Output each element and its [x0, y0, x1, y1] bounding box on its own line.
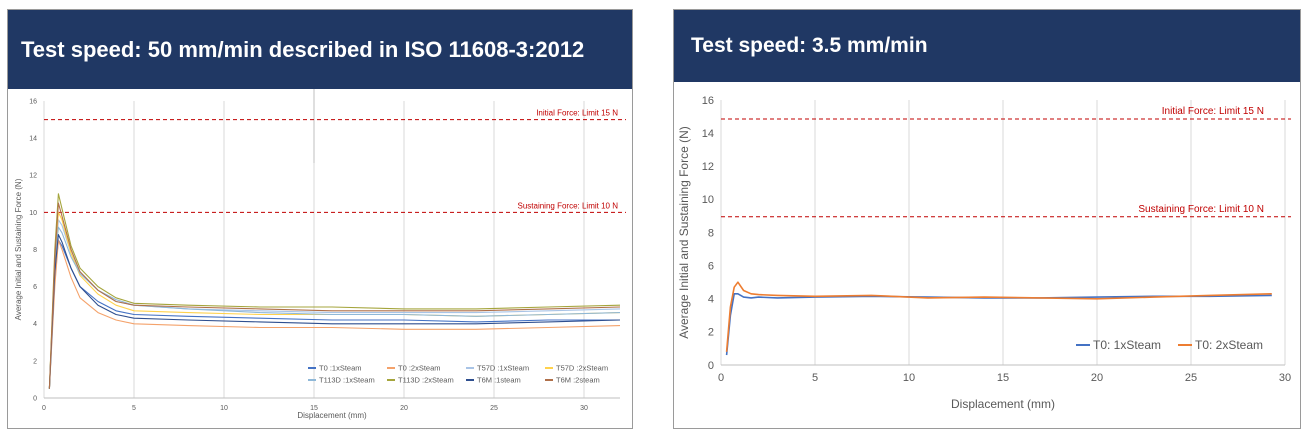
x-tick-label: 0 — [718, 372, 724, 384]
y-tick-label: 14 — [29, 136, 37, 143]
x-axis-label: Displacement (mm) — [951, 397, 1055, 411]
legend-item: T0 :1xSteam — [319, 364, 362, 373]
y-tick-label: 4 — [708, 294, 714, 306]
y-tick-label: 10 — [29, 210, 37, 217]
x-tick-label: 30 — [580, 405, 588, 412]
legend-item: T0 :2xSteam — [398, 364, 441, 373]
y-tick-label: 16 — [702, 95, 714, 107]
panel-title-banner: Test speed: 50 mm/min described in ISO 1… — [8, 10, 632, 89]
x-tick-label: 5 — [812, 372, 818, 384]
x-tick-label: 25 — [490, 405, 498, 412]
x-tick-label: 5 — [132, 405, 136, 412]
y-tick-label: 10 — [702, 194, 714, 206]
series-line — [48, 239, 620, 389]
limit-annotation: Initial Force: Limit 15 N — [536, 109, 618, 118]
y-tick-label: 6 — [708, 260, 714, 272]
y-tick-label: 14 — [702, 128, 714, 140]
series-line — [725, 293, 1272, 356]
y-tick-label: 4 — [33, 321, 37, 328]
x-tick-label: 15 — [310, 405, 318, 412]
y-tick-label: 0 — [708, 360, 714, 372]
series-line — [48, 239, 621, 389]
x-tick-label: 25 — [1185, 372, 1197, 384]
series-line — [48, 202, 621, 389]
y-tick-label: 8 — [708, 227, 714, 239]
panel-title-banner: Test speed: 3.5 mm/min — [674, 10, 1300, 82]
y-tick-label: 2 — [33, 358, 37, 365]
legend-item: T0: 2xSteam — [1195, 338, 1263, 352]
series-line — [48, 234, 621, 389]
limit-annotation: Sustaining Force: Limit 10 N — [518, 201, 619, 210]
series-line — [48, 193, 621, 389]
force-displacement-chart-right: 0 5 10 15 20 25 30 0 2 4 6 8 10 12 14 16 Displacement (m… — [677, 95, 1291, 411]
chart-panel-left: Test speed: 50 mm/min described in ISO 1… — [7, 9, 633, 429]
legend-item: T113D :1xSteam — [319, 376, 375, 385]
x-tick-label: 20 — [1091, 372, 1103, 384]
x-tick-label: 30 — [1279, 372, 1291, 384]
y-tick-label: 12 — [702, 161, 714, 173]
x-tick-label: 0 — [42, 405, 46, 412]
series-line — [725, 281, 1272, 352]
y-tick-label: 6 — [33, 284, 37, 291]
x-tick-label: 10 — [903, 372, 915, 384]
legend-item: T0: 1xSteam — [1093, 338, 1161, 352]
y-tick-label: 2 — [708, 327, 714, 339]
legend-item: T113D :2xSteam — [398, 376, 454, 385]
force-displacement-chart-left: 0 5 10 15 20 25 30 0 2 4 6 8 10 12 14 16 Displacement (m… — [14, 89, 626, 420]
x-tick-label: 15 — [997, 372, 1009, 384]
series-line — [48, 226, 621, 389]
y-tick-label: 8 — [33, 247, 37, 254]
x-tick-label: 10 — [220, 405, 228, 412]
y-tick-label: 0 — [33, 395, 37, 402]
x-axis-label: Displacement (mm) — [297, 411, 367, 420]
x-tick-label: 20 — [400, 405, 408, 412]
y-axis-label: Average Initial and Sustaining Force (N) — [677, 126, 691, 339]
limit-annotation: Initial Force: Limit 15 N — [1162, 106, 1264, 117]
legend-item: T6M :1steam — [477, 376, 521, 385]
chart-panel-right: Test speed: 3.5 mm/min 0 5 10 15 20 25 30 0 2 4 6 8… — [673, 9, 1301, 429]
legend-item: T57D :2xSteam — [556, 364, 608, 373]
y-tick-label: 16 — [29, 98, 37, 105]
legend-item: T57D :1xSteam — [477, 364, 529, 373]
y-axis-label: Average Initial and Sustaining Force (N) — [14, 178, 23, 320]
limit-annotation: Sustaining Force: Limit 10 N — [1138, 204, 1264, 215]
series-line — [48, 211, 621, 389]
legend-item: T6M :2steam — [556, 376, 600, 385]
y-tick-label: 12 — [29, 173, 37, 180]
